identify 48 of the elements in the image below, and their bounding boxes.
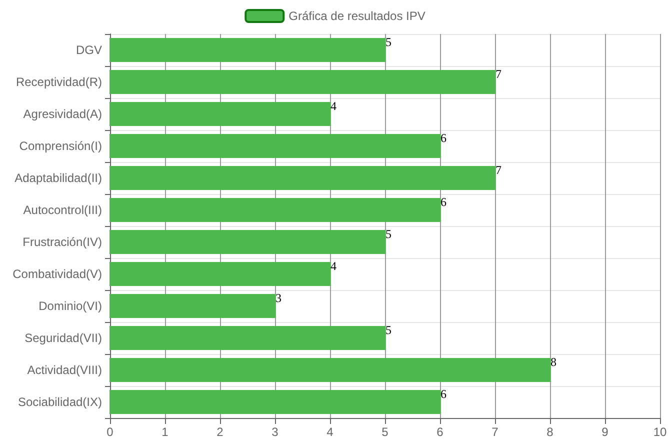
y-tick-label: Adaptabilidad(II) (14, 171, 102, 185)
data-label: 6 (440, 387, 446, 401)
y-tick-label: Frustración(IV) (22, 235, 102, 249)
data-label: 6 (440, 195, 446, 209)
y-tick-label: Sociabilidad(IX) (18, 395, 102, 409)
data-label: 5 (386, 227, 392, 241)
y-tick-label: Autocontrol(III) (23, 203, 102, 217)
data-label: 4 (330, 259, 336, 273)
y-tick-label: Comprensión(I) (19, 139, 102, 153)
y-tick-label: Receptividad(R) (16, 75, 102, 89)
bar (110, 326, 386, 350)
data-label: 6 (440, 131, 446, 145)
x-tick-label: 4 (326, 425, 334, 439)
legend-label: Gráfica de resultados IPV (288, 9, 426, 23)
data-label: 4 (330, 99, 336, 113)
bar (110, 70, 496, 94)
y-tick-label: Seguridad(VII) (24, 331, 102, 345)
x-tick-label: 3 (272, 425, 279, 439)
x-tick-label: 0 (106, 425, 114, 439)
data-label: 5 (386, 323, 392, 337)
data-label: 3 (276, 291, 282, 305)
x-tick-label: 1 (162, 425, 169, 439)
bar (110, 262, 330, 286)
bar (110, 102, 330, 126)
bar (110, 294, 276, 318)
x-tick-label: 2 (216, 425, 224, 439)
data-label: 7 (496, 67, 502, 81)
x-tick-label: 6 (436, 425, 444, 439)
bar (110, 134, 440, 158)
bar (110, 358, 550, 382)
y-tick-label: Combatividad(V) (12, 267, 102, 281)
y-tick-label: DGV (76, 43, 102, 57)
data-label: 8 (550, 355, 556, 369)
x-tick-label: 9 (602, 425, 609, 439)
y-tick-label: Dominio(VI) (38, 299, 102, 313)
bar (110, 166, 496, 190)
y-tick-label: Actividad(VIII) (27, 363, 102, 377)
bar (110, 38, 386, 62)
x-tick-label: 7 (492, 425, 499, 439)
data-label: 7 (496, 163, 502, 177)
bar (110, 230, 386, 254)
y-tick-label: Agresividad(A) (23, 107, 102, 121)
x-tick-label: 10 (653, 425, 667, 439)
data-label: 5 (386, 35, 392, 49)
bar (110, 390, 440, 414)
x-tick-label: 5 (382, 425, 389, 439)
x-tick-label: 8 (546, 425, 554, 439)
bar (110, 198, 440, 222)
